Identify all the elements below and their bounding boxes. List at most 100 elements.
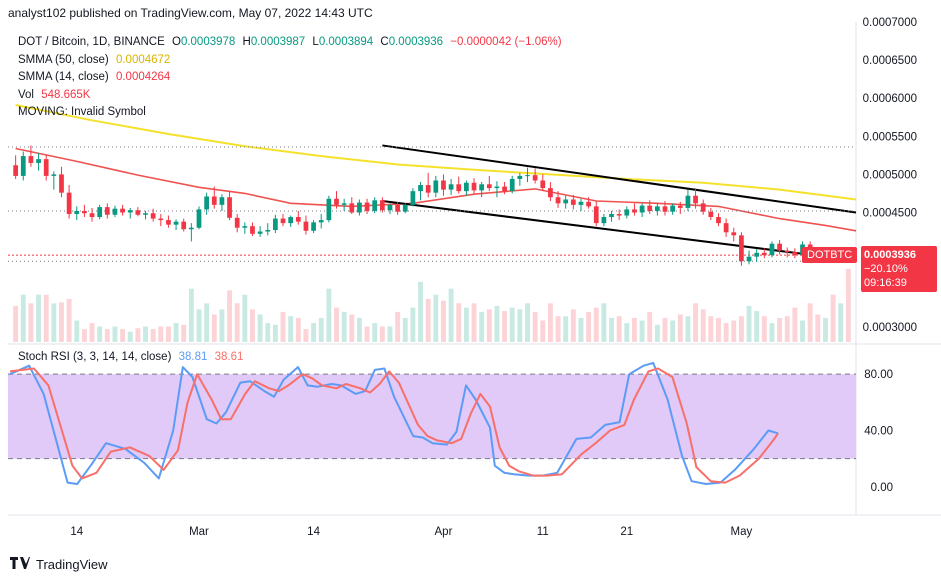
volume-bar [280, 311, 286, 342]
volume-bar [257, 314, 263, 342]
volume-bar [761, 316, 767, 342]
candle-body [97, 207, 103, 218]
volume-bar [74, 320, 80, 342]
smma50-row[interactable]: SMMA (50, close) 0.0004672 [18, 52, 562, 70]
moving-row[interactable]: MOVING: Invalid Symbol [18, 104, 562, 122]
stoch-tick-label: 0.00 [871, 482, 893, 494]
candle-body [135, 210, 141, 215]
candle-body [754, 252, 760, 257]
volume-bar [632, 317, 637, 342]
price-tick-label: 0.0005000 [863, 169, 917, 181]
candle-body [578, 201, 584, 205]
volume-bar [486, 309, 492, 342]
volume-bar [211, 314, 217, 342]
volume-bar [59, 302, 64, 342]
volume-bar [639, 320, 645, 342]
volume-bar [311, 323, 317, 342]
volume-bar [97, 326, 103, 342]
volume-bar [387, 326, 393, 342]
volume-bar [13, 305, 19, 342]
candle-body [555, 197, 561, 204]
volume-bar [578, 317, 584, 342]
price-badge: 0.0003936 −20.10% 09:16:39 [861, 246, 937, 292]
candle-body [693, 195, 698, 204]
smma14-label: SMMA (14, close) [18, 71, 109, 83]
candle-body [349, 203, 355, 213]
time-tick-label: 14 [70, 526, 83, 538]
published-header: analyst102 published on TradingView.com,… [8, 6, 373, 20]
candle-body [280, 218, 286, 224]
volume-bar [708, 316, 714, 342]
candle-body [59, 174, 64, 193]
volume-bar [402, 317, 408, 342]
stoch-d-value: 38.61 [214, 351, 244, 363]
volume-bar [670, 320, 676, 342]
candle-body [624, 209, 630, 216]
symbol-title[interactable]: DOT / Bitcoin, 1D, BINANCE [18, 36, 165, 48]
smma50-label: SMMA (50, close) [18, 53, 109, 66]
candle-body [166, 220, 171, 225]
volume-bar [601, 303, 607, 342]
volume-bar [288, 316, 294, 342]
volume-bar [143, 326, 148, 342]
smma14-line [15, 147, 857, 232]
candle-body [647, 205, 653, 211]
candle-body [731, 232, 737, 236]
candle-body [173, 221, 179, 225]
open-label: O [171, 36, 181, 48]
candle-body [364, 202, 370, 211]
candle-body [66, 192, 72, 214]
volume-bar [272, 324, 278, 342]
footer-brand[interactable]: TradingView [10, 556, 108, 572]
price-tick-label: 0.0007000 [863, 17, 917, 29]
smma14-row[interactable]: SMMA (14, close) 0.0004264 [18, 69, 562, 87]
candle-body [295, 217, 301, 222]
volume-bar [242, 294, 248, 342]
candle-body [502, 186, 507, 192]
candle-body [13, 165, 19, 176]
volume-bar [777, 317, 783, 342]
candle-body [74, 210, 80, 214]
stoch-legend[interactable]: Stoch RSI (3, 3, 14, 14, close) 38.81 38… [18, 351, 243, 363]
volume-bar [540, 320, 546, 342]
candle-body [716, 217, 721, 224]
volume-bar [830, 294, 836, 342]
vol-value: 548.665K [41, 88, 91, 101]
time-tick-label: May [731, 526, 753, 538]
stoch-d-line [9, 367, 779, 484]
open-value: 0.0003978 [180, 36, 236, 48]
main-legend: DOT / Bitcoin, 1D, BINANCE O0.0003978 H0… [18, 34, 562, 122]
volume-bar [303, 329, 309, 342]
candle-body [517, 175, 523, 179]
volume-bar [418, 281, 423, 342]
candle-body [410, 191, 416, 205]
candle-body [441, 180, 446, 190]
candle-body [158, 218, 164, 221]
volume-bar [448, 288, 454, 342]
volume-bar [647, 311, 653, 342]
candle-body [288, 217, 294, 224]
candle-body [448, 184, 454, 190]
candle-body [685, 195, 691, 208]
candle-body [761, 252, 767, 256]
candle-body [586, 201, 591, 207]
candle-body [746, 256, 752, 262]
price-tick-label: 0.0003000 [863, 322, 917, 334]
volume-bar [700, 309, 706, 342]
stoch-band [8, 374, 856, 459]
candle-body [601, 217, 607, 224]
volume-bar [104, 329, 110, 342]
volume-row[interactable]: Vol 548.665K [18, 87, 562, 105]
volume-bar [326, 288, 332, 342]
candle-body [792, 252, 798, 256]
candle-body [509, 178, 515, 192]
volume-bar [815, 314, 821, 342]
volume-bar [800, 320, 805, 342]
candle-body [188, 227, 194, 230]
low-value: 0.0003894 [318, 36, 374, 48]
volume-bar [624, 323, 630, 342]
candle-body [326, 198, 332, 221]
candle-body [456, 184, 462, 192]
candle-body [204, 196, 209, 210]
volume-bar [838, 303, 844, 342]
